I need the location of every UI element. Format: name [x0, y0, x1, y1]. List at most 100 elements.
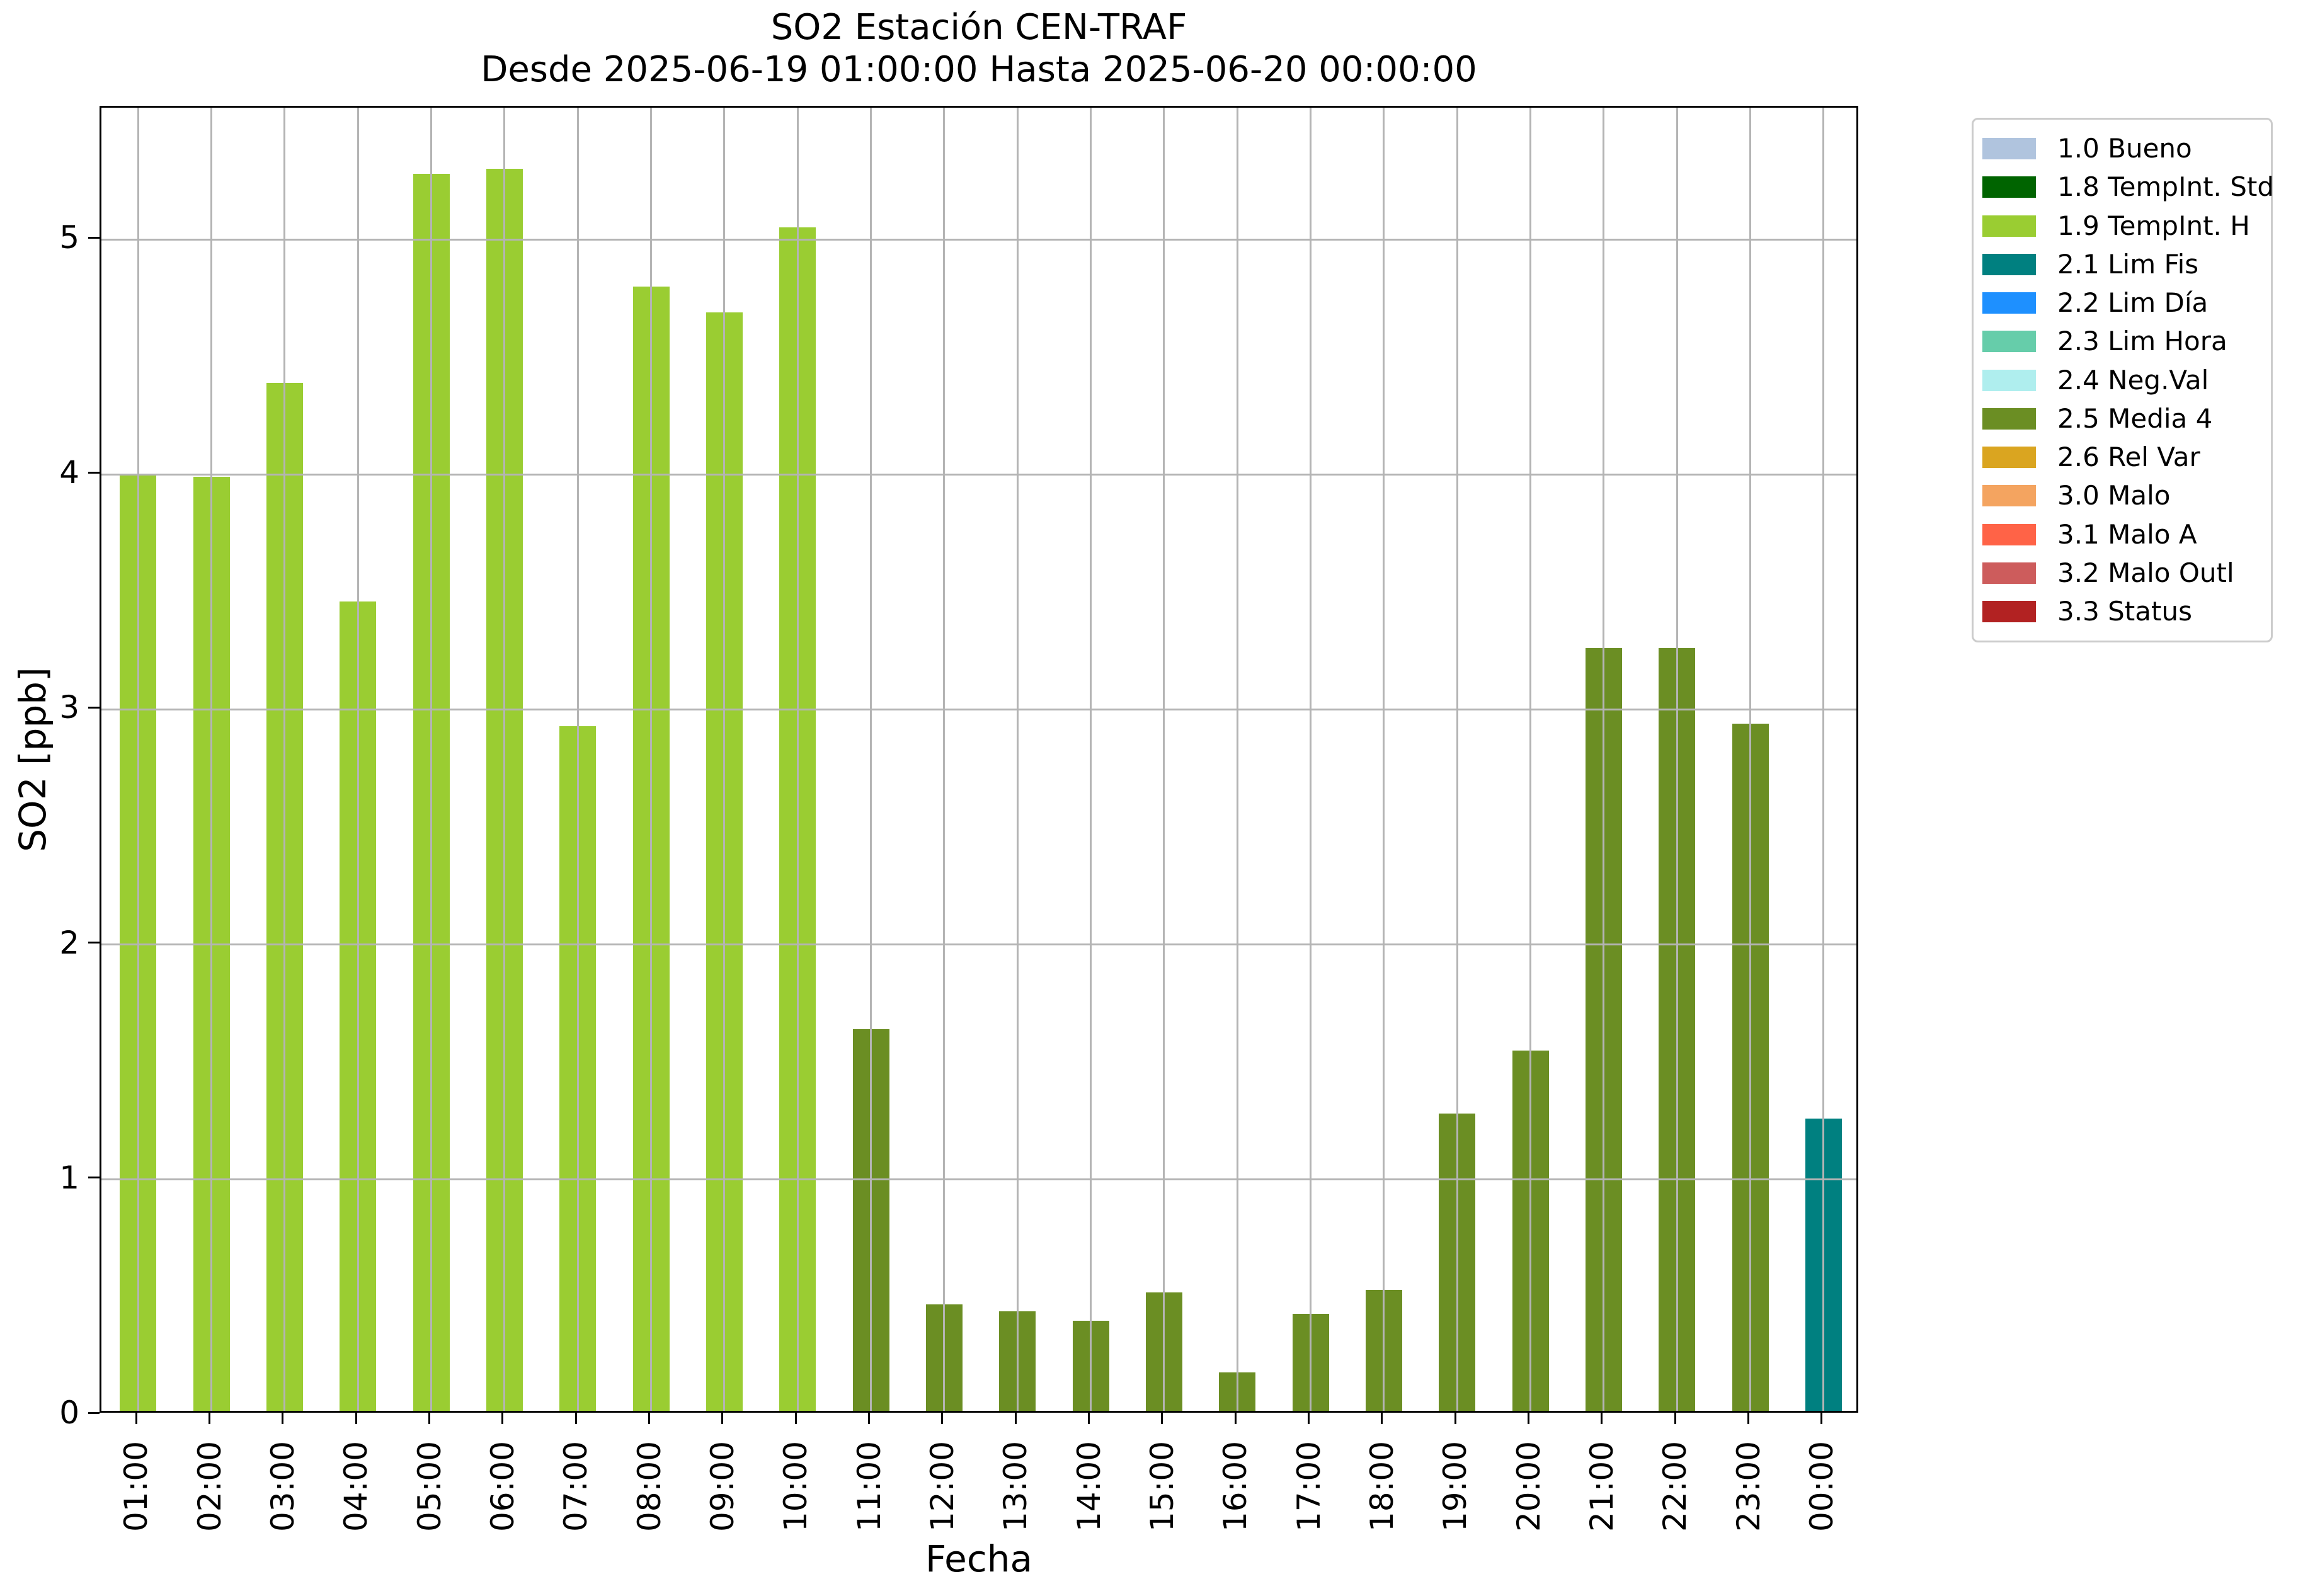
legend-swatch	[1982, 485, 2036, 507]
x-tick-label: 10:00	[777, 1440, 814, 1532]
chart-title-line1: SO2 Estación CEN-TRAF	[770, 7, 1187, 48]
x-tick-label: 15:00	[1143, 1440, 1180, 1532]
legend-label: 2.5 Media 4	[2057, 402, 2213, 434]
x-tick-mark	[1014, 1413, 1017, 1424]
x-tick-label: 07:00	[557, 1440, 595, 1532]
h-gridline	[101, 1178, 1856, 1181]
y-tick-label: 2	[59, 924, 79, 961]
chart-title-line2: Desde 2025-06-19 01:00:00 Hasta 2025-06-…	[481, 49, 1477, 90]
v-gridline	[1090, 108, 1092, 1411]
x-tick-label: 11:00	[850, 1440, 888, 1532]
v-gridline	[1016, 108, 1019, 1411]
x-tick-mark	[1088, 1413, 1090, 1424]
x-tick-label: 12:00	[923, 1440, 961, 1532]
v-gridline	[1236, 108, 1238, 1411]
x-tick-mark	[868, 1413, 870, 1424]
x-tick-mark	[1381, 1413, 1383, 1424]
v-gridline	[723, 108, 726, 1411]
legend-label: 1.9 TempInt. H	[2057, 210, 2250, 241]
legend-swatch	[1982, 253, 2036, 275]
x-tick-mark	[282, 1413, 284, 1424]
v-gridline	[1310, 108, 1312, 1411]
x-tick-label: 04:00	[338, 1440, 375, 1532]
x-tick-label: 03:00	[264, 1440, 301, 1532]
legend-swatch	[1982, 331, 2036, 353]
x-tick-label: 21:00	[1583, 1440, 1620, 1532]
x-tick-mark	[1528, 1413, 1529, 1424]
legend-item: 3.0 Malo	[1982, 477, 2262, 515]
legend-item: 3.1 Malo A	[1982, 516, 2262, 554]
x-tick-mark	[1820, 1413, 1823, 1424]
legend-item: 1.8 TempInt. Std	[1982, 168, 2274, 206]
x-tick-label: 13:00	[997, 1440, 1034, 1532]
x-tick-mark	[1161, 1413, 1163, 1424]
legend-item: 2.4 Neg.Val	[1982, 362, 2262, 399]
v-gridline	[943, 108, 946, 1411]
x-tick-mark	[1674, 1413, 1676, 1424]
x-tick-mark	[721, 1413, 724, 1424]
x-tick-label: 00:00	[1803, 1440, 1840, 1532]
x-tick-mark	[941, 1413, 944, 1424]
legend-item: 2.6 Rel Var	[1982, 438, 2262, 476]
v-gridline	[1383, 108, 1385, 1411]
x-tick-label: 22:00	[1657, 1440, 1694, 1532]
legend-item: 1.0 Bueno	[1982, 130, 2262, 168]
v-gridline	[650, 108, 652, 1411]
v-gridline	[357, 108, 359, 1411]
x-tick-label: 23:00	[1730, 1440, 1767, 1532]
x-tick-mark	[428, 1413, 430, 1424]
h-gridline	[101, 473, 1856, 476]
x-tick-label: 20:00	[1510, 1440, 1547, 1532]
legend-item: 3.2 Malo Outl	[1982, 554, 2262, 592]
chart-title: SO2 Estación CEN-TRAF Desde 2025-06-19 0…	[100, 6, 1858, 91]
v-gridline	[137, 108, 139, 1411]
v-gridline	[1749, 108, 1751, 1411]
x-tick-label: 02:00	[191, 1440, 228, 1532]
legend-swatch	[1982, 408, 2036, 430]
x-tick-mark	[794, 1413, 797, 1424]
x-tick-mark	[1747, 1413, 1749, 1424]
legend: 1.0 Bueno 1.8 TempInt. Std 1.9 TempInt. H 2…	[1972, 118, 2274, 642]
y-tick-label: 4	[59, 454, 79, 491]
legend-label: 2.2 Lim Día	[2057, 287, 2209, 318]
v-gridline	[503, 108, 506, 1411]
x-tick-mark	[1234, 1413, 1237, 1424]
legend-label: 1.0 Bueno	[2057, 133, 2192, 164]
y-tick-mark	[88, 471, 100, 474]
x-tick-mark	[355, 1413, 357, 1424]
v-gridline	[210, 108, 212, 1411]
legend-label: 2.3 Lim Hora	[2057, 326, 2227, 357]
x-tick-mark	[1308, 1413, 1310, 1424]
legend-item: 2.5 Media 4	[1982, 400, 2262, 438]
y-tick-mark	[88, 942, 100, 944]
plot-area	[100, 106, 1858, 1413]
h-gridline	[101, 708, 1856, 710]
y-tick-label: 1	[59, 1159, 79, 1196]
x-tick-label: 19:00	[1437, 1440, 1474, 1532]
x-tick-mark	[209, 1413, 210, 1424]
h-gridline	[101, 943, 1856, 946]
legend-swatch	[1982, 215, 2036, 237]
x-tick-label: 17:00	[1290, 1440, 1327, 1532]
x-tick-label: 06:00	[484, 1440, 521, 1532]
legend-swatch	[1982, 292, 2036, 314]
y-tick-mark	[88, 1177, 100, 1179]
legend-label: 2.4 Neg.Val	[2057, 364, 2209, 396]
legend-label: 3.3 Status	[2057, 596, 2192, 627]
x-tick-mark	[648, 1413, 650, 1424]
x-tick-label: 08:00	[631, 1440, 668, 1532]
x-tick-mark	[574, 1413, 577, 1424]
y-tick-label: 3	[59, 689, 79, 726]
legend-swatch	[1982, 562, 2036, 584]
v-gridline	[1603, 108, 1605, 1411]
legend-swatch	[1982, 447, 2036, 468]
x-tick-label: 18:00	[1363, 1440, 1400, 1532]
x-tick-mark	[1601, 1413, 1603, 1424]
y-tick-mark	[88, 236, 100, 239]
y-tick-mark	[88, 1411, 100, 1414]
x-tick-mark	[135, 1413, 137, 1424]
legend-label: 3.1 Malo A	[2057, 518, 2197, 550]
v-gridline	[1529, 108, 1531, 1411]
legend-swatch	[1982, 523, 2036, 545]
